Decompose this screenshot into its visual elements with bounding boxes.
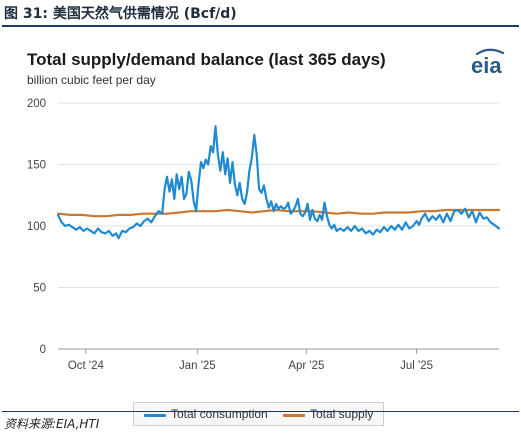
y-tick-label-150: 150 — [27, 160, 46, 172]
y-tick-label-0: 0 — [40, 344, 46, 356]
eia-logo-text: eia — [471, 53, 502, 78]
chart-subtitle: billion cubic feet per day — [27, 73, 156, 87]
figure-source: 资料来源:EIA,HTI — [4, 417, 100, 431]
y-tick-label-100: 100 — [27, 221, 46, 233]
chart-legend: Total consumption Total supply — [133, 402, 384, 426]
chart-panel: Total supply/demand balance (last 365 da… — [6, 31, 516, 426]
legend-swatch-supply — [283, 414, 305, 417]
y-tick-label-200: 200 — [27, 98, 46, 110]
eia-logo-icon — [475, 48, 505, 56]
figure-title-rule — [2, 25, 519, 27]
x-tick-label-2: Apr '25 — [288, 360, 324, 372]
chart-title: Total supply/demand balance (last 365 da… — [27, 50, 386, 69]
source-rule — [2, 411, 519, 412]
x-tick-label-1: Jan '25 — [179, 360, 216, 372]
x-tick-label-0: Oct '24 — [68, 360, 105, 372]
series-line-total-consumption — [56, 125, 501, 240]
figure-title: 图 31: 美国天然气供需情况 (Bcf/d) — [4, 6, 237, 22]
legend-swatch-consumption — [144, 414, 166, 417]
series-line-total-supply — [56, 208, 501, 218]
chart-plot: 0 50 100 150 200 Oct '24 Jan '25 Apr '25 Jul '25 — [27, 98, 501, 372]
y-tick-label-50: 50 — [33, 283, 46, 295]
x-tick-label-3: Jul '25 — [400, 360, 433, 372]
legend-label-consumption: Total consumption — [171, 407, 268, 421]
legend-label-supply: Total supply — [310, 407, 374, 421]
